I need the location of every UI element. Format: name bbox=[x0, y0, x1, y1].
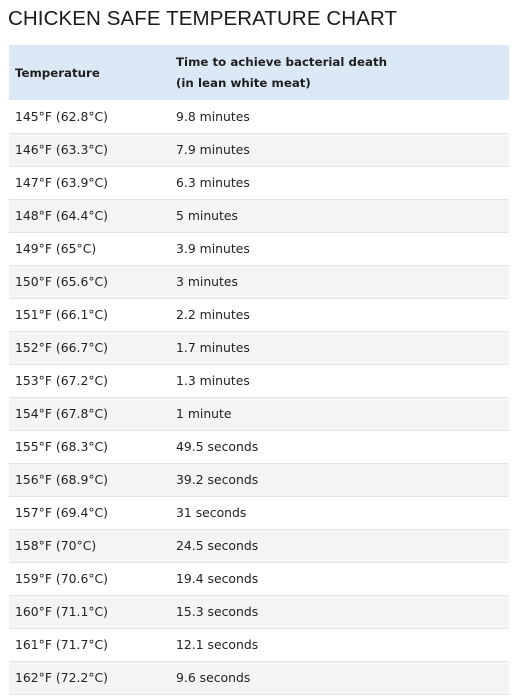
table-row: 156°F (68.9°C) 39.2 seconds bbox=[9, 463, 509, 496]
table-row: 159°F (70.6°C) 19.4 seconds bbox=[9, 562, 509, 595]
temperature-cell: 153°F (67.2°C) bbox=[15, 373, 109, 388]
table-row: 145°F (62.8°C) 9.8 minutes bbox=[9, 100, 509, 133]
temperature-cell: 159°F (70.6°C) bbox=[15, 571, 109, 586]
temperature-cell: 147°F (63.9°C) bbox=[15, 175, 109, 190]
table-row: 162°F (72.2°C) 9.6 seconds bbox=[9, 661, 509, 694]
table-header: Temperature Time to achieve bacterial de… bbox=[9, 45, 509, 100]
table-row: 150°F (65.6°C) 3 minutes bbox=[9, 265, 509, 298]
temperature-table: Temperature Time to achieve bacterial de… bbox=[9, 45, 509, 695]
time-cell: 24.5 seconds bbox=[176, 538, 259, 553]
table-row: 153°F (67.2°C) 1.3 minutes bbox=[9, 364, 509, 397]
temperature-cell: 145°F (62.8°C) bbox=[15, 108, 109, 124]
temperature-cell: 146°F (63.3°C) bbox=[15, 142, 109, 157]
temperature-cell: 160°F (71.1°C) bbox=[15, 604, 109, 619]
temperature-cell: 151°F (66.1°C) bbox=[15, 307, 109, 322]
table-row: 151°F (66.1°C) 2.2 minutes bbox=[9, 298, 509, 331]
time-cell: 9.8 minutes bbox=[176, 108, 250, 124]
time-column-header-line2: (in lean white meat) bbox=[176, 75, 311, 90]
time-cell: 3 minutes bbox=[176, 274, 238, 289]
temperature-cell: 161°F (71.7°C) bbox=[15, 637, 109, 652]
temperature-cell: 150°F (65.6°C) bbox=[15, 274, 109, 289]
time-cell: 1.7 minutes bbox=[176, 340, 250, 355]
table-row: 146°F (63.3°C) 7.9 minutes bbox=[9, 133, 509, 166]
table-body: 145°F (62.8°C) 9.8 minutes 146°F (63.3°C) 7… bbox=[9, 100, 509, 694]
table-row: 147°F (63.9°C) 6.3 minutes bbox=[9, 166, 509, 199]
temperature-cell: 154°F (67.8°C) bbox=[15, 406, 109, 421]
time-cell: 5 minutes bbox=[176, 208, 238, 223]
table-row: 155°F (68.3°C) 49.5 seconds bbox=[9, 430, 509, 463]
time-cell: 19.4 seconds bbox=[176, 571, 259, 586]
table-row: 157°F (69.4°C) 31 seconds bbox=[9, 496, 509, 529]
time-cell: 49.5 seconds bbox=[176, 439, 259, 454]
time-cell: 3.9 minutes bbox=[176, 241, 250, 256]
temperature-cell: 148°F (64.4°C) bbox=[15, 208, 109, 223]
table-row: 149°F (65°C) 3.9 minutes bbox=[9, 232, 509, 265]
time-cell: 39.2 seconds bbox=[176, 472, 259, 487]
time-cell: 6.3 minutes bbox=[176, 175, 250, 190]
time-cell: 31 seconds bbox=[176, 505, 247, 520]
time-cell: 7.9 minutes bbox=[176, 142, 250, 157]
table-row: 154°F (67.8°C) 1 minute bbox=[9, 397, 509, 430]
table-row: 148°F (64.4°C) 5 minutes bbox=[9, 199, 509, 232]
table-row: 161°F (71.7°C) 12.1 seconds bbox=[9, 628, 509, 661]
temperature-cell: 157°F (69.4°C) bbox=[15, 505, 109, 520]
time-cell: 12.1 seconds bbox=[176, 637, 259, 652]
time-cell: 15.3 seconds bbox=[176, 604, 259, 619]
table-row: 152°F (66.7°C) 1.7 minutes bbox=[9, 331, 509, 364]
page-title: CHICKEN SAFE TEMPERATURE CHART bbox=[8, 7, 398, 30]
temperature-cell: 156°F (68.9°C) bbox=[15, 472, 109, 487]
temperature-cell: 158°F (70°C) bbox=[15, 538, 97, 553]
time-column-header-line1: Time to achieve bacterial death bbox=[176, 54, 387, 69]
temperature-cell: 162°F (72.2°C) bbox=[15, 670, 109, 685]
temperature-column-header: Temperature bbox=[15, 65, 100, 80]
time-cell: 1.3 minutes bbox=[176, 373, 250, 388]
time-column-header: Time to achieve bacterial death (in lean… bbox=[167, 45, 509, 100]
temperature-cell: 152°F (66.7°C) bbox=[15, 340, 109, 355]
time-cell: 9.6 seconds bbox=[176, 670, 251, 685]
temperature-cell: 155°F (68.3°C) bbox=[15, 439, 109, 454]
time-cell: 1 minute bbox=[176, 406, 232, 421]
table-row: 160°F (71.1°C) 15.3 seconds bbox=[9, 595, 509, 628]
time-cell: 2.2 minutes bbox=[176, 307, 250, 322]
temperature-cell: 149°F (65°C) bbox=[15, 241, 97, 256]
table-row: 158°F (70°C) 24.5 seconds bbox=[9, 529, 509, 562]
table-header-row: Temperature Time to achieve bacterial de… bbox=[9, 45, 509, 100]
